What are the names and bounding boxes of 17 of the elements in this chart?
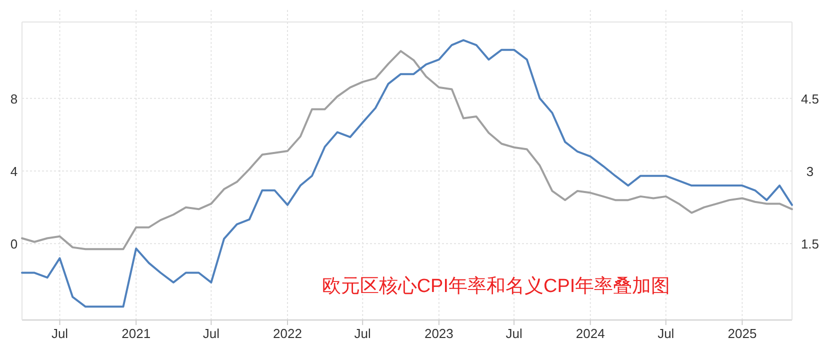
x-tick-label: 2025 — [728, 326, 757, 341]
y-tick-label: 8 — [10, 91, 18, 106]
annotation: 欧元区核心CPI年率和名义CPI年率叠加图 — [322, 275, 670, 297]
x-tick-label: Jul — [354, 326, 372, 341]
y-tick-label: 0 — [10, 236, 18, 252]
x-tick-label: Jul — [658, 326, 674, 341]
y2-tick-label: 1.5 — [800, 236, 820, 252]
y2-tick-label: 3 — [806, 164, 814, 179]
y-tick-label: 4 — [10, 164, 18, 179]
x-tick-label: 2021 — [122, 326, 151, 341]
y2-tick-label: 4.5 — [800, 91, 820, 106]
x-tick-label: Jul — [51, 326, 68, 341]
x-tick-label: 2023 — [424, 326, 454, 341]
x-tick-label: 2024 — [576, 326, 605, 341]
x-tick-label: Jul — [202, 326, 220, 341]
x-tick-label: Jul — [506, 326, 522, 341]
x-tick-label: 2022 — [273, 326, 302, 341]
